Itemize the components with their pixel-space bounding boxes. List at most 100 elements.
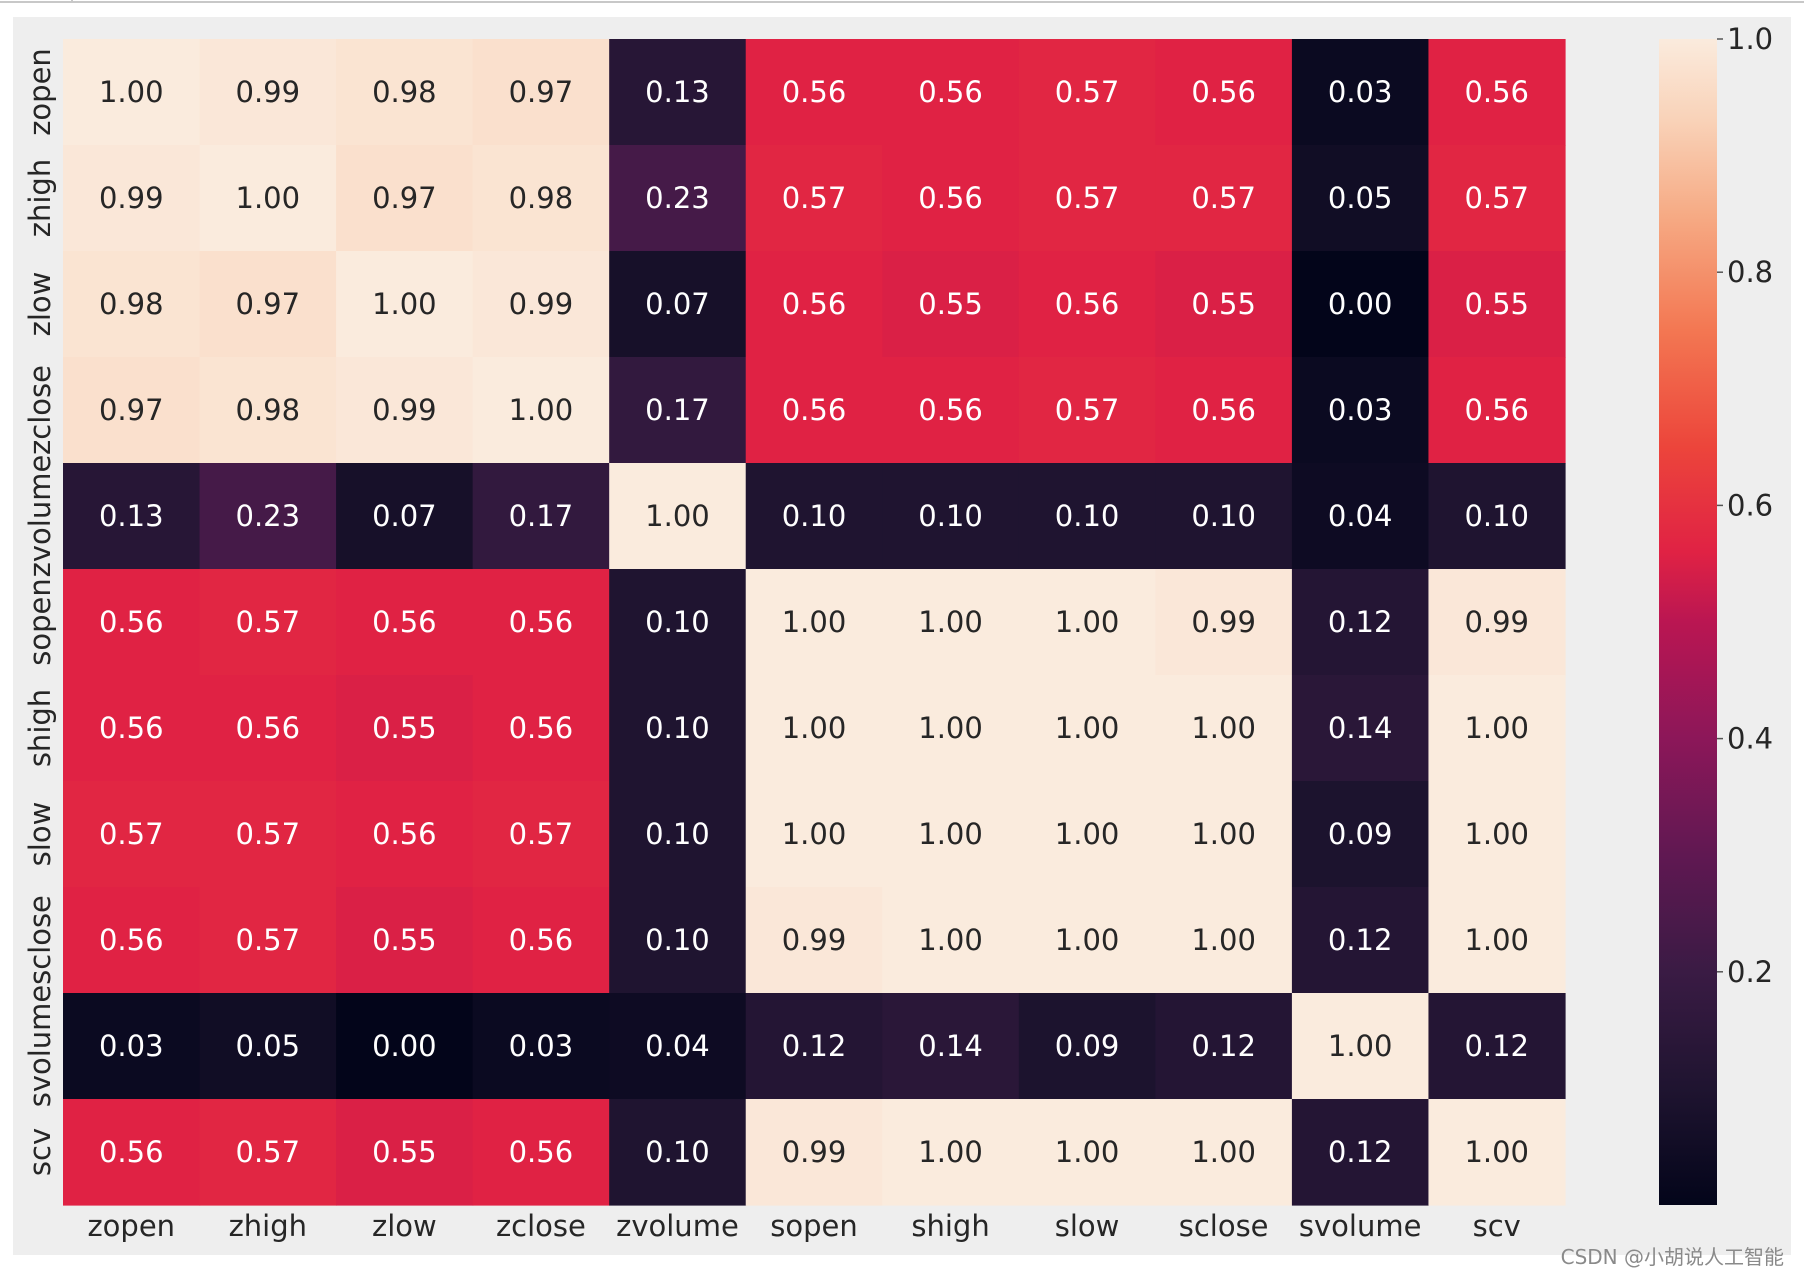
heatmap-cell-value: 0.12	[782, 1029, 847, 1063]
heatmap-cell	[1291, 463, 1430, 570]
heatmap-cell-value: 0.99	[782, 923, 847, 957]
heatmap-cell-value: 0.00	[372, 1029, 437, 1063]
heatmap-cell-value: 0.10	[1055, 499, 1120, 533]
heatmap-cell	[745, 463, 883, 570]
heatmap-cell-value: 0.99	[236, 75, 301, 109]
heatmap-cell-value: 0.17	[509, 499, 574, 533]
y-tick-label: zlow	[23, 272, 57, 337]
heatmap-cell	[882, 569, 1020, 676]
heatmap-cell	[609, 251, 747, 358]
heatmap-cell-value: 1.00	[1055, 923, 1120, 957]
heatmap-cell	[336, 463, 474, 570]
colorbar-gradient	[1659, 39, 1717, 1205]
heatmap-cell-value: 1.00	[918, 711, 983, 745]
watermark-text: CSDN @小胡说人工智能	[1560, 1245, 1784, 1269]
heatmap-cell-value: 0.56	[509, 923, 574, 957]
heatmap-cell	[882, 39, 1020, 146]
heatmap-cell	[199, 993, 337, 1100]
heatmap-cell-value: 1.00	[1328, 1029, 1393, 1063]
heatmap-cell-value: 0.98	[236, 393, 301, 427]
heatmap-cell	[882, 675, 1020, 782]
x-tick-label: zlow	[372, 1209, 437, 1243]
heatmap-cell	[1018, 145, 1156, 252]
y-tick-label: zvolume	[23, 455, 57, 578]
heatmap-cell	[63, 993, 201, 1100]
heatmap-cell	[745, 993, 883, 1100]
heatmap-cell-value: 0.56	[372, 605, 437, 639]
heatmap-cell	[199, 357, 337, 464]
heatmap-cell	[1428, 357, 1566, 464]
heatmap-cell	[1428, 887, 1566, 994]
heatmap-cell-value: 0.03	[509, 1029, 574, 1063]
heatmap-cell	[609, 569, 747, 676]
heatmap-cell-value: 0.97	[236, 287, 301, 321]
heatmap-cell-value: 0.56	[99, 923, 164, 957]
heatmap-cell	[63, 1099, 201, 1206]
heatmap-cell	[1018, 569, 1156, 676]
heatmap-cell	[882, 887, 1020, 994]
heatmap-cell-value: 0.13	[99, 499, 164, 533]
heatmap-cell	[882, 993, 1020, 1100]
heatmap-cell	[1018, 887, 1156, 994]
y-tick-label: zopen	[23, 48, 57, 136]
heatmap-cell	[1291, 145, 1430, 252]
heatmap-cell	[1428, 39, 1566, 146]
heatmap-cell-value: 0.09	[1328, 817, 1393, 851]
heatmap-cell-value: 0.57	[1191, 181, 1256, 215]
heatmap-cell	[1291, 675, 1430, 782]
heatmap-cell	[882, 1099, 1020, 1206]
heatmap-cell-value: 0.97	[99, 393, 164, 427]
heatmap-cell	[472, 993, 610, 1100]
heatmap-cell	[336, 1099, 474, 1206]
heatmap-cell-value: 1.00	[782, 711, 847, 745]
heatmap-grid: 1.00 0.99 0.98 0.97 0.13 0.56 0.56 0.57 0.56 0.03…	[63, 39, 1566, 1206]
heatmap-cell-value: 0.09	[1055, 1029, 1120, 1063]
x-tick-label: zclose	[496, 1209, 586, 1243]
heatmap-cell	[199, 463, 337, 570]
colorbar-tick-label: 0.2	[1727, 955, 1773, 989]
heatmap-cell-value: 1.00	[782, 817, 847, 851]
heatmap-cell	[336, 675, 474, 782]
heatmap-cell-value: 0.99	[372, 393, 437, 427]
heatmap-cell	[609, 993, 747, 1100]
heatmap-cell-value: 1.00	[918, 1135, 983, 1169]
y-tick-label: svolume	[23, 985, 57, 1108]
heatmap-cell	[199, 781, 337, 888]
heatmap-cell	[336, 781, 474, 888]
heatmap-cell	[882, 357, 1020, 464]
heatmap-cell	[1018, 1099, 1156, 1206]
heatmap-cell	[745, 675, 883, 782]
heatmap-cell-value: 0.03	[1328, 393, 1393, 427]
heatmap-cell-value: 0.03	[1328, 75, 1393, 109]
heatmap-cell-value: 1.00	[1464, 1135, 1529, 1169]
heatmap-cell-value: 0.56	[1191, 393, 1256, 427]
heatmap-cell-value: 1.00	[782, 605, 847, 639]
heatmap-cell-value: 0.56	[1191, 75, 1256, 109]
x-tick-label: scv	[1473, 1209, 1521, 1243]
heatmap-cell	[1018, 993, 1156, 1100]
heatmap-cell-value: 0.97	[509, 75, 574, 109]
heatmap-cell-value: 1.00	[918, 605, 983, 639]
heatmap-cell-value: 0.07	[372, 499, 437, 533]
heatmap-cell-value: 0.55	[372, 711, 437, 745]
heatmap-cell	[745, 357, 883, 464]
heatmap-cell	[1291, 39, 1430, 146]
heatmap-cell	[336, 251, 474, 358]
heatmap-cell-value: 0.57	[1055, 75, 1120, 109]
heatmap-cell-value: 0.03	[99, 1029, 164, 1063]
heatmap-cell	[336, 39, 474, 146]
heatmap-cell-value: 0.57	[236, 923, 301, 957]
heatmap-cell-value: 0.57	[236, 1135, 301, 1169]
heatmap-cell-value: 0.04	[1328, 499, 1393, 533]
heatmap-cell-value: 0.10	[645, 605, 710, 639]
heatmap-cell-value: 0.55	[372, 923, 437, 957]
heatmap-cell	[1428, 463, 1566, 570]
heatmap-cell	[336, 887, 474, 994]
heatmap-cell-value: 0.04	[645, 1029, 710, 1063]
heatmap-cell-value: 0.14	[1328, 711, 1393, 745]
heatmap-cell	[1291, 357, 1430, 464]
heatmap-cell	[609, 675, 747, 782]
heatmap-cell-value: 0.55	[1464, 287, 1529, 321]
x-tick-label: slow	[1055, 1209, 1120, 1243]
y-tick-label: sopen	[23, 578, 57, 665]
